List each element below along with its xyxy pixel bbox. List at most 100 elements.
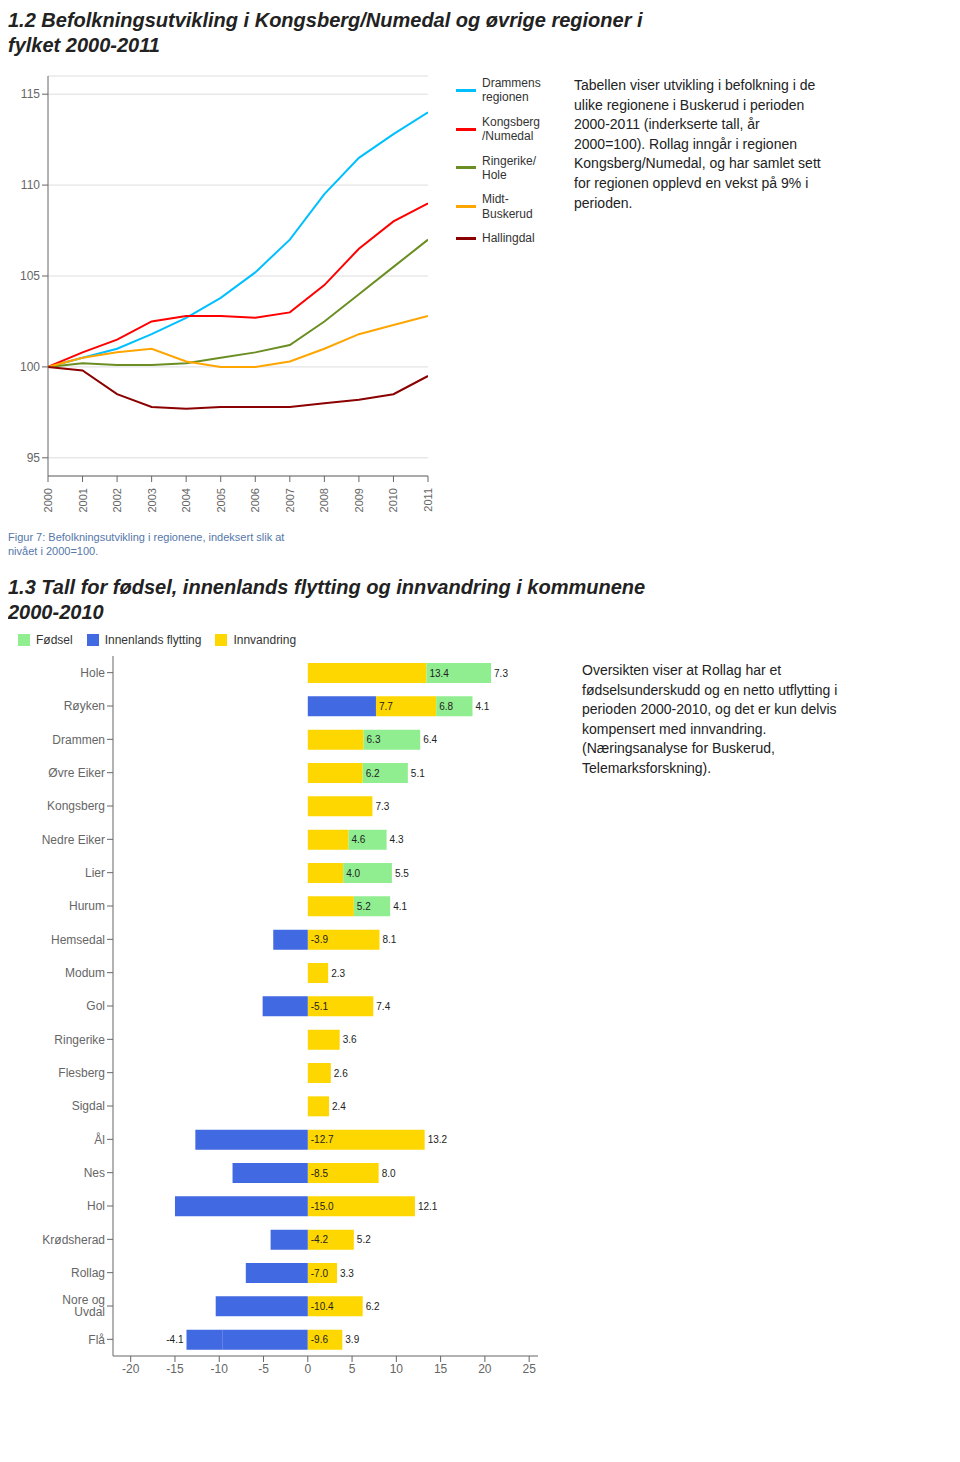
html-text:Ringerike/ Hole: Ringerike/ Hole — [482, 153, 536, 182]
svg-text:15: 15 — [434, 1362, 448, 1376]
svg-text:7.4: 7.4 — [376, 1001, 390, 1012]
svg-text:105: 105 — [20, 269, 40, 283]
svg-text:25: 25 — [522, 1362, 536, 1376]
html-text:Innvandring: Innvandring — [233, 632, 297, 647]
html-text:Oversikten viser at Rollag har: Oversikten viser at Rollag har et fødsel… — [582, 662, 838, 776]
svg-text:7.3: 7.3 — [375, 801, 389, 812]
svg-text:5.5: 5.5 — [395, 867, 409, 878]
svg-text:6.2: 6.2 — [366, 1301, 380, 1312]
svg-text:6.8: 6.8 — [439, 701, 453, 712]
svg-text:Gol: Gol — [86, 999, 105, 1013]
svg-text:Hemsedal: Hemsedal — [51, 933, 105, 947]
html-text:Drammens regionen: Drammens regionen — [482, 76, 541, 105]
svg-text:Modum: Modum — [65, 966, 105, 980]
svg-text:2.4: 2.4 — [332, 1101, 346, 1112]
svg-text:2000: 2000 — [42, 488, 54, 512]
svg-text:Hol: Hol — [87, 1199, 105, 1213]
svg-text:-8.5: -8.5 — [311, 1167, 329, 1178]
html-text:Innenlands flytting: Innenlands flytting — [104, 632, 202, 647]
svg-text:4.1: 4.1 — [393, 901, 407, 912]
svg-text:2001: 2001 — [77, 488, 89, 512]
svg-text:6.2: 6.2 — [366, 767, 380, 778]
svg-text:3.6: 3.6 — [343, 1034, 357, 1045]
svg-text:6.4: 6.4 — [423, 734, 437, 745]
svg-text:Kongsberg: Kongsberg — [47, 799, 105, 813]
svg-text:Flå: Flå — [88, 1333, 105, 1347]
svg-text:-15: -15 — [166, 1362, 184, 1376]
svg-text:-12.7: -12.7 — [311, 1134, 334, 1145]
svg-text:5.2: 5.2 — [357, 901, 371, 912]
svg-text:2002: 2002 — [111, 488, 123, 512]
svg-text:Sigdal: Sigdal — [72, 1099, 105, 1113]
svg-text:2.3: 2.3 — [331, 967, 345, 978]
svg-text:-9.6: -9.6 — [311, 1334, 329, 1345]
svg-text:100: 100 — [20, 360, 40, 374]
svg-text:4.3: 4.3 — [390, 834, 404, 845]
svg-text:Krødsherad: Krødsherad — [42, 1233, 105, 1247]
svg-text:13.4: 13.4 — [429, 667, 449, 678]
html-text:Hallingdal: Hallingdal — [482, 231, 535, 246]
svg-text:2010: 2010 — [387, 488, 399, 512]
svg-text:-3.9: -3.9 — [311, 934, 329, 945]
svg-text:Flesberg: Flesberg — [58, 1066, 105, 1080]
svg-text:-7.0: -7.0 — [311, 1267, 329, 1278]
svg-text:2007: 2007 — [284, 488, 296, 512]
svg-text:7.3: 7.3 — [494, 667, 508, 678]
svg-text:-5.1: -5.1 — [311, 1001, 329, 1012]
svg-text:13.2: 13.2 — [428, 1134, 448, 1145]
svg-text:6.3: 6.3 — [367, 734, 381, 745]
svg-text:12.1: 12.1 — [418, 1201, 438, 1212]
svg-text:95: 95 — [27, 451, 41, 465]
svg-text:Nore ogUvdal: Nore ogUvdal — [62, 1293, 105, 1319]
svg-text:2009: 2009 — [353, 488, 365, 512]
svg-text:4.0: 4.0 — [346, 867, 360, 878]
svg-text:4.1: 4.1 — [475, 701, 489, 712]
svg-text:Hole: Hole — [80, 666, 105, 680]
svg-text:20: 20 — [478, 1362, 492, 1376]
svg-text:110: 110 — [21, 178, 40, 192]
svg-text:Nedre Eiker: Nedre Eiker — [42, 833, 105, 847]
svg-text:2005: 2005 — [215, 488, 227, 512]
html-text:Kongsberg /Numedal: Kongsberg /Numedal — [482, 114, 540, 144]
svg-text:Hurum: Hurum — [69, 899, 105, 913]
svg-text:10: 10 — [390, 1362, 404, 1376]
svg-text:8.0: 8.0 — [382, 1167, 396, 1178]
html-text:Figur 7: Befolkningsutvikling: Figur 7: Befolkningsutvikling i regionen… — [8, 531, 285, 558]
svg-text:2003: 2003 — [146, 488, 158, 512]
svg-text:-10: -10 — [211, 1362, 229, 1376]
svg-text:0: 0 — [304, 1362, 311, 1376]
svg-text:2008: 2008 — [318, 488, 330, 512]
svg-text:2004: 2004 — [180, 488, 192, 512]
svg-text:Drammen: Drammen — [52, 733, 105, 747]
svg-text:5.2: 5.2 — [357, 1234, 371, 1245]
svg-text:8.1: 8.1 — [383, 934, 397, 945]
svg-text:2011: 2011 — [422, 488, 434, 512]
svg-text:Ringerike: Ringerike — [54, 1033, 105, 1047]
svg-text:Røyken: Røyken — [64, 699, 105, 713]
svg-text:115: 115 — [21, 87, 40, 101]
svg-text:7.7: 7.7 — [379, 701, 393, 712]
svg-text:Rollag: Rollag — [71, 1266, 105, 1280]
svg-text:Lier: Lier — [85, 866, 105, 880]
svg-text:-15.0: -15.0 — [311, 1201, 334, 1212]
html-text:Tabellen viser utvikling i bef: Tabellen viser utvikling i befolkning i … — [574, 77, 821, 211]
svg-text:Ål: Ål — [94, 1132, 105, 1147]
svg-text:Øvre Eiker: Øvre Eiker — [48, 766, 105, 780]
html-text:1.3 Tall for fødsel, innenland: 1.3 Tall for fødsel, innenlands flytting… — [8, 575, 646, 623]
svg-text:-4.2: -4.2 — [311, 1234, 329, 1245]
svg-text:5.1: 5.1 — [411, 767, 425, 778]
svg-text:Nes: Nes — [84, 1166, 105, 1180]
html-text:Fødsel: Fødsel — [36, 632, 73, 647]
svg-text:-20: -20 — [122, 1362, 140, 1376]
svg-text:3.9: 3.9 — [345, 1334, 359, 1345]
svg-text:5: 5 — [349, 1362, 356, 1376]
svg-text:-5: -5 — [258, 1362, 269, 1376]
svg-text:4.6: 4.6 — [352, 834, 366, 845]
svg-text:3.3: 3.3 — [340, 1267, 354, 1278]
svg-text:2.6: 2.6 — [334, 1067, 348, 1078]
html-text:Midt- Buskerud: Midt- Buskerud — [482, 192, 533, 221]
svg-text:2006: 2006 — [249, 488, 261, 512]
svg-text:-4.1: -4.1 — [166, 1334, 184, 1345]
html-text:1.2 Befolkningsutvikling i Kon: 1.2 Befolkningsutvikling i Kongsberg/Num… — [8, 9, 643, 56]
svg-text:-10.4: -10.4 — [311, 1301, 334, 1312]
